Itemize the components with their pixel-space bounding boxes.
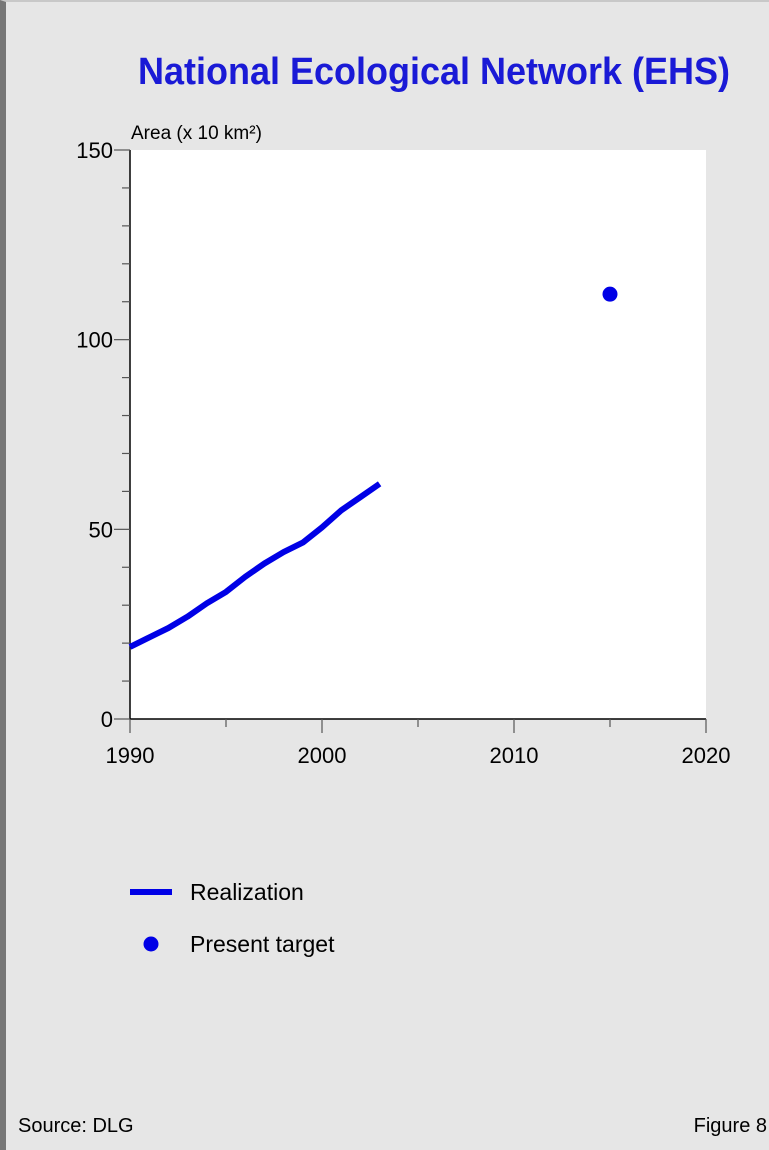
legend-label: Present target (190, 931, 335, 957)
legend-label: Realization (190, 879, 304, 905)
chart-title: National Ecological Network (EHS) (138, 51, 730, 93)
axes: 0 50 100 150 1990 2000 2010 2020 (76, 138, 730, 768)
source-note: Source: DLG (18, 1115, 134, 1137)
y-tick-label: 50 (89, 517, 113, 542)
plot-area (130, 150, 706, 719)
figure-number: Figure 8 (694, 1115, 767, 1137)
x-tick-label: 1990 (106, 743, 155, 768)
data-point-present-target (602, 286, 618, 302)
legend-swatch-point (143, 936, 159, 952)
legend: Realization Present target (130, 879, 335, 957)
series-line-realization (128, 481, 382, 650)
x-tick-label: 2020 (682, 743, 731, 768)
y-axis-label: Area (x 10 km²) (131, 123, 262, 144)
y-tick-label: 150 (76, 138, 113, 163)
x-tick-label: 2000 (298, 743, 347, 768)
chart: National Ecological Network (EHS) Area (… (18, 51, 767, 1137)
y-tick-label: 100 (76, 328, 113, 353)
y-tick-label: 0 (101, 707, 113, 732)
x-tick-label: 2010 (490, 743, 539, 768)
series-layer (128, 286, 618, 650)
